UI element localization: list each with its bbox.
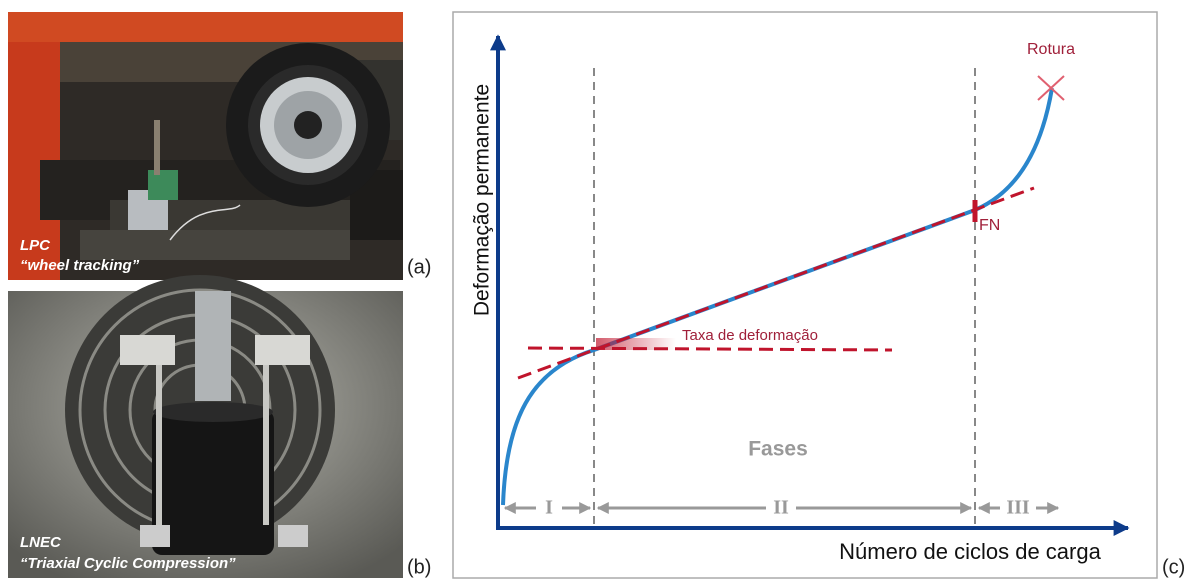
- phase-label: II: [773, 497, 789, 519]
- phase-diagram-shape: [1037, 75, 1065, 101]
- panel-label: (a): [407, 256, 431, 278]
- phase-label: III: [1006, 497, 1030, 519]
- phase-diagram-shape: [596, 338, 676, 350]
- photo-b-shape: [152, 410, 274, 555]
- photo-a-shape: [80, 230, 350, 260]
- flow-number-label: FN: [979, 217, 1000, 234]
- panel-label: (b): [407, 556, 431, 578]
- photo-b-shape: [156, 365, 162, 525]
- photo-b-shape: [153, 402, 273, 422]
- panel-label: (c): [1162, 556, 1185, 578]
- y-axis-label: Deformação permanente: [471, 84, 494, 316]
- photo-b: LNEC “Triaxial Cyclic Compression”: [8, 275, 403, 578]
- phase-diagram-shape: [527, 346, 893, 352]
- photo-a-caption-line: LPC: [20, 237, 51, 254]
- phase-diagram: [452, 11, 1158, 579]
- photo-a-shape: [148, 170, 178, 200]
- phase-diagram-shape: [1000, 496, 1036, 520]
- phases-title: Fases: [748, 438, 808, 461]
- photo-b-caption-line: LNEC: [20, 534, 62, 551]
- photo-b-shape: [255, 335, 310, 365]
- phase-label: I: [545, 497, 553, 519]
- rate-label: Taxa de deformação: [682, 327, 818, 344]
- failure-label: Rotura: [1027, 41, 1075, 58]
- photo-a-shape: [294, 111, 322, 139]
- photo-a-shape: [8, 12, 60, 280]
- photo-b-shape: [140, 525, 170, 547]
- phase-diagram-shape: [501, 87, 1054, 506]
- photo-a-shape: [8, 12, 403, 42]
- photo-a-caption-line: “wheel tracking”: [20, 257, 140, 274]
- photo-b-shape: [195, 291, 231, 401]
- photo-a: LPC “wheel tracking”: [8, 12, 403, 280]
- photo-b-shape: [278, 525, 308, 547]
- phase-diagram-shape: [766, 496, 796, 520]
- photo-b-shape: [120, 335, 175, 365]
- phase-diagram-shape: [536, 496, 562, 520]
- photo-b-shape: [263, 365, 269, 525]
- photo-b-caption-line: “Triaxial Cyclic Compression”: [20, 555, 236, 572]
- phase-diagram-shape: [452, 11, 1158, 579]
- photo-a-shape: [169, 204, 241, 241]
- x-axis-label: Número de ciclos de carga: [839, 539, 1101, 564]
